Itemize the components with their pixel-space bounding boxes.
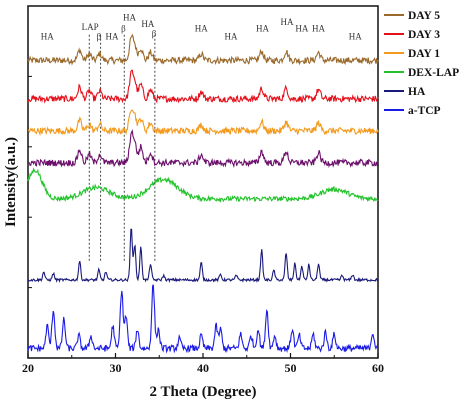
peak-label: HA	[281, 17, 294, 27]
peak-label: HA	[195, 24, 208, 34]
x-axis: 20 30 40 50 60	[22, 75, 384, 375]
x-axis-label: 2 Theta (Degree)	[150, 384, 257, 400]
legend-label: DAY 3	[408, 29, 440, 41]
series-line-a-tcp	[27, 284, 379, 354]
legend-label: DAY 5	[408, 10, 440, 22]
series-line-unlabeled	[27, 129, 379, 169]
peak-label: LAP	[82, 22, 99, 32]
peak-label: HA	[295, 24, 308, 34]
peak-label: HA	[106, 32, 119, 42]
peak-label: HA	[123, 12, 136, 22]
peak-label: HA	[141, 19, 154, 29]
legend-label: a-TCP	[408, 105, 441, 117]
peak-label: β	[121, 24, 126, 34]
peak-label: HA	[225, 32, 238, 42]
peak-label: HA	[41, 32, 54, 42]
x-tick-label: 40	[197, 361, 209, 375]
series-line-day-5	[27, 33, 379, 66]
legend-label: HA	[408, 86, 426, 98]
legend: DAY 5 DAY 3 DAY 1 DEX-LAP HA a-TCP	[384, 10, 459, 117]
peak-label: β	[152, 28, 157, 38]
reference-lines	[88, 34, 156, 262]
series-line-dex-lap	[27, 167, 379, 204]
peak-label: HA	[256, 24, 269, 34]
series-line-day-1	[28, 109, 379, 136]
series-traces	[27, 33, 379, 354]
x-tick-label: 60	[372, 361, 384, 375]
x-tick-label: 30	[110, 361, 122, 375]
legend-label: DEX-LAP	[408, 67, 459, 79]
x-tick-label: 20	[22, 361, 34, 375]
series-line-ha	[27, 228, 379, 284]
legend-label: DAY 1	[408, 48, 440, 60]
series-line-day-3	[27, 69, 379, 104]
peak-label: HA	[349, 32, 362, 42]
peak-label: β	[97, 32, 102, 42]
x-tick-label: 50	[285, 361, 297, 375]
peak-label: HA	[312, 24, 325, 34]
y-axis-label: Intensity(a.u.)	[3, 137, 19, 227]
